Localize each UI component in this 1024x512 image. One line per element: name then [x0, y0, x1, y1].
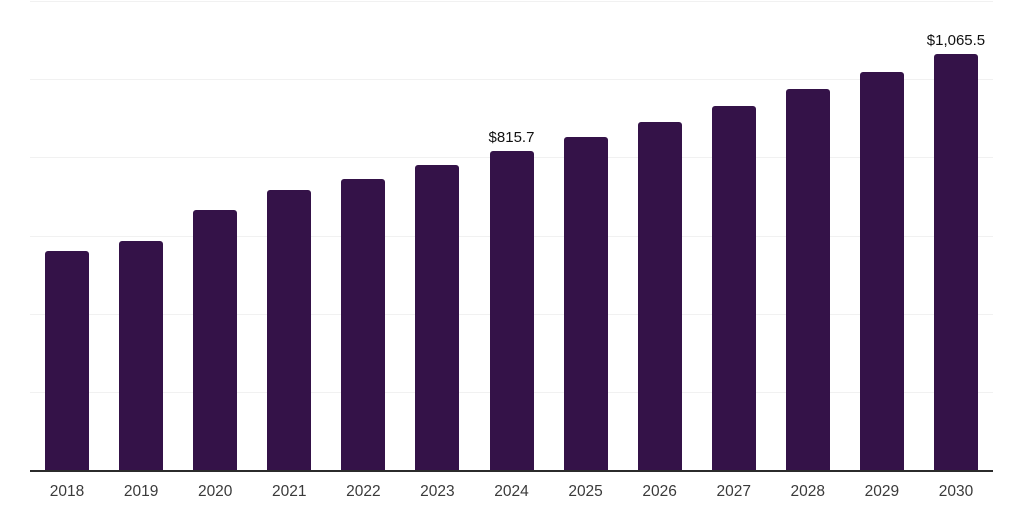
bar-2019[interactable] [119, 240, 164, 470]
x-tick-2021: 2021 [272, 483, 307, 500]
x-tick-2019: 2019 [123, 483, 159, 500]
x-axis-line [30, 470, 993, 472]
data-label-2030: $1,065.5 [926, 31, 986, 49]
plot-area: $815.7 $1,065.5 [30, 0, 993, 470]
x-tick-2024: 2024 [494, 483, 529, 500]
gridline-1000 [30, 79, 993, 81]
bar-2021[interactable] [267, 190, 312, 470]
x-tick-2028: 2028 [790, 483, 826, 500]
gridline-1200 [30, 1, 993, 2]
x-tick-2026: 2026 [642, 483, 677, 500]
bar-2028[interactable] [785, 89, 830, 470]
bar-2020[interactable] [193, 210, 238, 470]
x-tick-2025: 2025 [568, 483, 603, 500]
x-tick-2022: 2022 [346, 483, 381, 500]
x-tick-2020: 2020 [197, 483, 233, 500]
bar-2022[interactable] [341, 178, 386, 470]
bar-2026[interactable] [637, 121, 682, 470]
x-tick-2023: 2023 [420, 483, 455, 500]
data-label-2024: $815.7 [488, 129, 535, 147]
x-tick-2027: 2027 [716, 483, 751, 500]
bar-2029[interactable] [859, 71, 904, 470]
bar-2018[interactable] [45, 251, 90, 470]
bar-2030[interactable] [933, 53, 978, 470]
x-tick-2030: 2030 [938, 483, 974, 500]
x-tick-2029: 2029 [864, 483, 900, 500]
bar-2023[interactable] [415, 164, 460, 470]
bar-2024[interactable] [489, 151, 534, 470]
x-tick-2018: 2018 [49, 483, 85, 500]
bar-2027[interactable] [711, 105, 756, 470]
x-axis-labels: 2018 2019 2020 2021 2022 2023 2024 2025 2026 2027… [30, 482, 993, 504]
bar-2025[interactable] [563, 136, 608, 470]
